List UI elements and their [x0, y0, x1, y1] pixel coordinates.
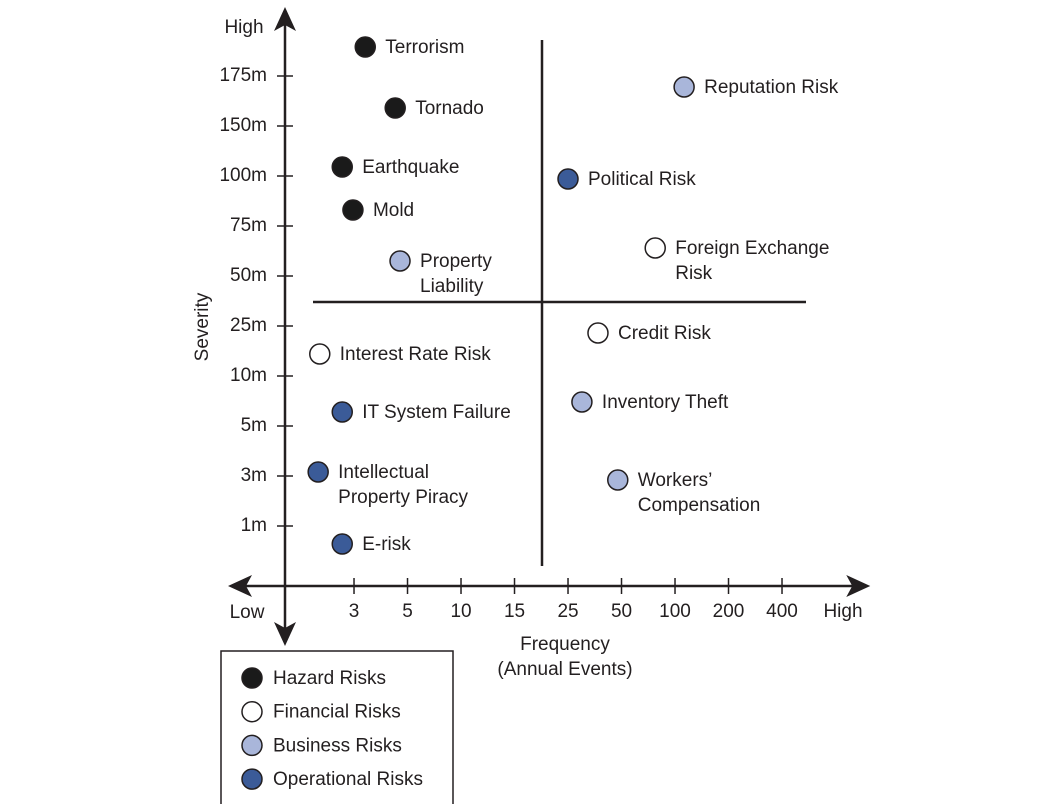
- x-tick-label: 15: [504, 601, 525, 622]
- legend-swatch: [241, 700, 263, 723]
- x-tick-label: 5: [402, 601, 413, 622]
- y-tick-label: 175m: [219, 65, 267, 86]
- data-point: [587, 322, 609, 344]
- data-point: [331, 533, 353, 555]
- point-label: Reputation Risk: [704, 77, 839, 98]
- point-label: Inventory Theft: [602, 392, 729, 413]
- point-label: Liability: [420, 276, 484, 297]
- y-tick-label: 5m: [241, 415, 267, 436]
- x-tick-label: 400: [766, 601, 798, 622]
- data-point: [644, 237, 666, 259]
- y-tick-label: 150m: [219, 115, 267, 136]
- point-label: Mold: [373, 200, 414, 221]
- point-label: Foreign Exchange: [675, 238, 829, 259]
- legend-swatch: [241, 734, 263, 757]
- point-label: Compensation: [638, 495, 761, 516]
- legend-label: Hazard Risks: [273, 668, 386, 689]
- point-label: Credit Risk: [618, 323, 711, 344]
- data-point: [342, 199, 364, 221]
- y-tick-label: 50m: [230, 265, 267, 286]
- data-point: [607, 469, 629, 491]
- x-low-label: Low: [230, 602, 265, 623]
- data-point: [384, 97, 406, 119]
- x-tick-label: 100: [659, 601, 691, 622]
- y-tick-label: 25m: [230, 315, 267, 336]
- y-high-label: High: [224, 17, 263, 38]
- x-tick-label: 200: [713, 601, 745, 622]
- y-axis-arrow: [274, 622, 296, 646]
- point-label: Earthquake: [362, 157, 459, 178]
- point-label: Political Risk: [588, 169, 696, 190]
- point-label: IT System Failure: [362, 402, 511, 423]
- legend-label: Business Risks: [273, 735, 402, 756]
- data-point: [557, 168, 579, 190]
- point-label: Property: [420, 251, 492, 272]
- data-point: [331, 156, 353, 178]
- y-axis-arrow: [274, 7, 296, 31]
- x-tick-label: 10: [450, 601, 471, 622]
- point-label: E-risk: [362, 534, 411, 555]
- point-label: Intellectual: [338, 462, 429, 483]
- point-label: Risk: [675, 263, 712, 284]
- point-label: Terrorism: [385, 37, 464, 58]
- x-high-label: High: [823, 601, 862, 622]
- x-axis-arrow: [846, 575, 871, 597]
- point-label: Workers’: [638, 470, 713, 491]
- data-point: [309, 343, 331, 365]
- legend-label: Financial Risks: [273, 702, 401, 723]
- y-tick-label: 10m: [230, 365, 267, 386]
- y-tick-label: 75m: [230, 215, 267, 236]
- data-point: [354, 36, 376, 58]
- point-label: Tornado: [415, 98, 484, 119]
- data-point: [331, 401, 353, 423]
- y-tick-label: 1m: [241, 515, 267, 536]
- legend-swatch: [241, 667, 263, 689]
- x-tick-label: 25: [557, 601, 578, 622]
- legend-swatch: [241, 768, 263, 790]
- legend-label: Operational Risks: [273, 769, 423, 790]
- data-point: [307, 461, 329, 483]
- x-tick-label: 3: [349, 601, 360, 622]
- x-axis-title: Frequency: [520, 634, 610, 655]
- y-axis-title: Severity: [192, 292, 213, 361]
- y-tick-label: 100m: [219, 165, 267, 186]
- y-tick-label: 3m: [241, 465, 267, 486]
- data-point: [389, 250, 411, 272]
- point-label: Property Piracy: [338, 487, 468, 508]
- point-label: Interest Rate Risk: [340, 344, 491, 365]
- x-axis-title: (Annual Events): [497, 659, 632, 680]
- data-point: [571, 391, 593, 413]
- x-tick-label: 50: [611, 601, 632, 622]
- data-point: [673, 76, 695, 98]
- x-axis-arrow: [228, 575, 252, 597]
